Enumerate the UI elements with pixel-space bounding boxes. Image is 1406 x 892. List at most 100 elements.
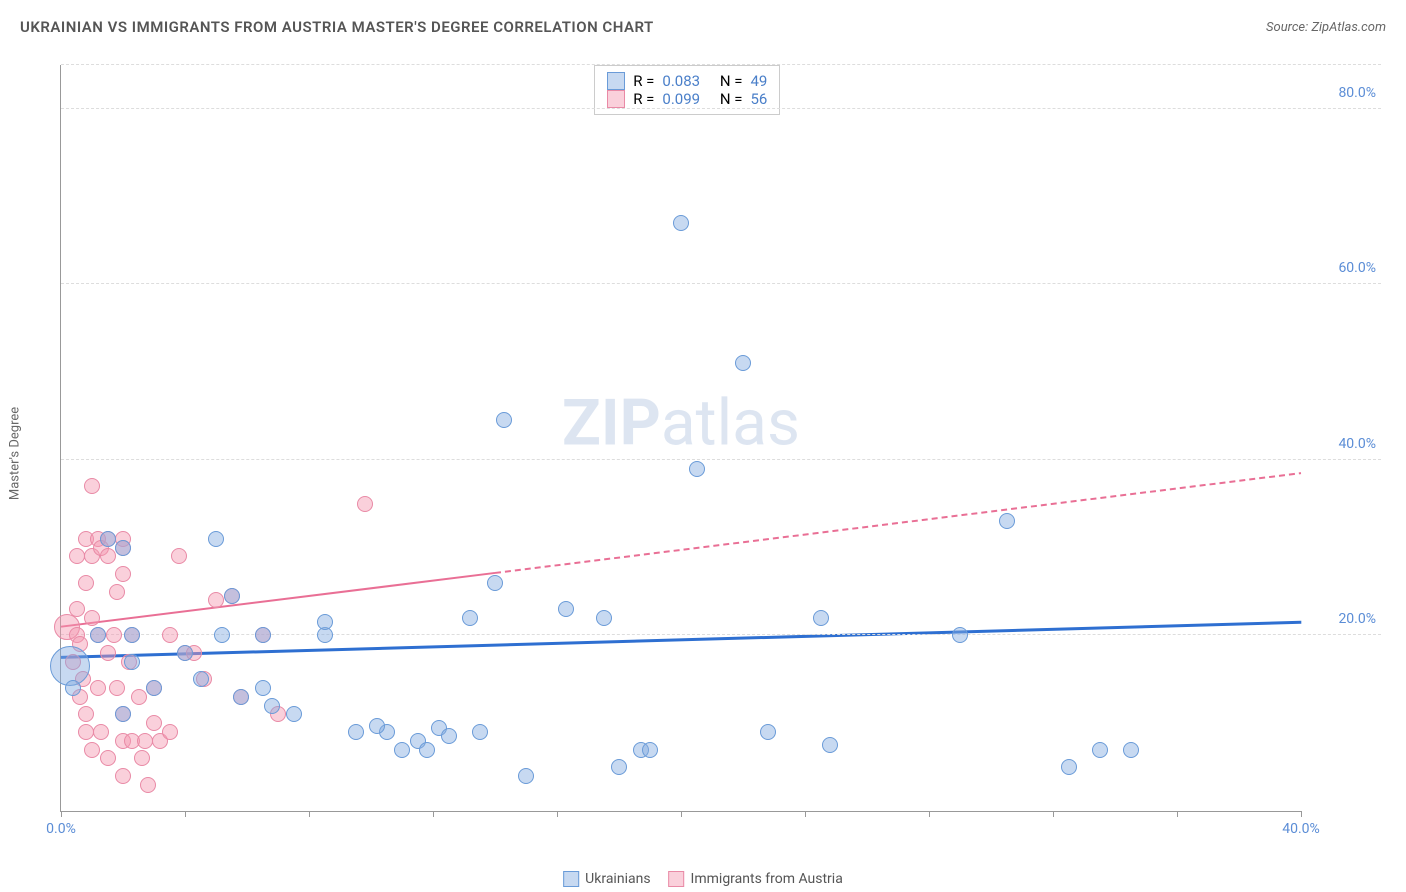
data-point bbox=[146, 715, 162, 731]
data-point bbox=[65, 680, 81, 696]
data-point bbox=[1123, 742, 1139, 758]
data-point bbox=[813, 610, 829, 626]
x-tick bbox=[805, 811, 806, 817]
data-point bbox=[999, 513, 1015, 529]
data-point bbox=[100, 531, 116, 547]
data-point bbox=[264, 698, 280, 714]
swatch-blue bbox=[607, 72, 625, 90]
chart-container: ZIPatlas R = 0.083 N = 49 R = 0.099 N = … bbox=[50, 55, 1381, 842]
gridline bbox=[61, 459, 1381, 460]
data-point bbox=[369, 718, 385, 734]
n-value-pink: 56 bbox=[750, 90, 767, 108]
data-point bbox=[140, 777, 156, 793]
data-point bbox=[642, 742, 658, 758]
chart-title: UKRAINIAN VS IMMIGRANTS FROM AUSTRIA MAS… bbox=[20, 18, 654, 36]
data-point bbox=[93, 724, 109, 740]
n-value-blue: 49 bbox=[750, 72, 767, 90]
x-tick bbox=[681, 811, 682, 817]
r-label-blue: R = bbox=[633, 72, 654, 90]
data-point bbox=[78, 706, 94, 722]
legend-swatch-blue bbox=[563, 871, 579, 887]
data-point bbox=[1061, 759, 1077, 775]
data-point bbox=[419, 742, 435, 758]
gridline bbox=[61, 283, 1381, 284]
data-point bbox=[472, 724, 488, 740]
x-tick-label: 40.0% bbox=[1282, 821, 1320, 837]
data-point bbox=[357, 496, 373, 512]
x-tick-label: 0.0% bbox=[46, 821, 76, 837]
data-point bbox=[146, 680, 162, 696]
legend-label-pink: Immigrants from Austria bbox=[691, 871, 843, 887]
data-point bbox=[441, 728, 457, 744]
data-point bbox=[193, 671, 209, 687]
r-value-blue: 0.083 bbox=[662, 72, 700, 90]
data-point bbox=[109, 680, 125, 696]
data-point bbox=[115, 706, 131, 722]
data-point bbox=[462, 610, 478, 626]
data-point bbox=[90, 680, 106, 696]
data-point bbox=[214, 627, 230, 643]
data-point bbox=[518, 768, 534, 784]
legend-label-blue: Ukrainians bbox=[585, 871, 650, 887]
x-tick bbox=[557, 811, 558, 817]
x-tick bbox=[929, 811, 930, 817]
data-point bbox=[90, 627, 106, 643]
data-point bbox=[100, 548, 116, 564]
data-point bbox=[496, 412, 512, 428]
data-point bbox=[760, 724, 776, 740]
data-point bbox=[124, 654, 140, 670]
data-point bbox=[611, 759, 627, 775]
r-value-pink: 0.099 bbox=[662, 90, 700, 108]
legend-item-blue: Ukrainians bbox=[563, 871, 650, 887]
data-point bbox=[255, 627, 271, 643]
swatch-pink bbox=[607, 90, 625, 108]
x-tick bbox=[61, 811, 62, 817]
data-point bbox=[286, 706, 302, 722]
gridline bbox=[61, 108, 1381, 109]
data-point bbox=[394, 742, 410, 758]
data-point bbox=[255, 680, 271, 696]
data-point bbox=[1092, 742, 1108, 758]
data-point bbox=[84, 742, 100, 758]
gridline bbox=[61, 64, 1381, 65]
x-tick bbox=[1053, 811, 1054, 817]
chart-source: Source: ZipAtlas.com bbox=[1266, 20, 1386, 35]
y-tick-label: 20.0% bbox=[1338, 611, 1376, 627]
data-point bbox=[109, 584, 125, 600]
y-axis-label: Master's Degree bbox=[8, 407, 23, 500]
data-point bbox=[115, 768, 131, 784]
data-point bbox=[171, 548, 187, 564]
data-point bbox=[69, 548, 85, 564]
data-point bbox=[348, 724, 364, 740]
data-point bbox=[208, 531, 224, 547]
data-point bbox=[134, 750, 150, 766]
data-point bbox=[131, 689, 147, 705]
watermark-light: atlas bbox=[661, 386, 800, 461]
x-tick bbox=[185, 811, 186, 817]
data-point bbox=[106, 627, 122, 643]
data-point bbox=[162, 627, 178, 643]
y-tick-label: 60.0% bbox=[1338, 260, 1376, 276]
data-point bbox=[78, 724, 94, 740]
data-point bbox=[487, 575, 503, 591]
y-tick-label: 80.0% bbox=[1338, 85, 1376, 101]
data-point bbox=[673, 215, 689, 231]
chart-header: UKRAINIAN VS IMMIGRANTS FROM AUSTRIA MAS… bbox=[20, 18, 1386, 36]
data-point bbox=[162, 724, 178, 740]
watermark: ZIPatlas bbox=[562, 386, 800, 461]
x-tick bbox=[1301, 811, 1302, 817]
data-point bbox=[100, 750, 116, 766]
n-label-blue: N = bbox=[720, 72, 743, 90]
data-point bbox=[78, 575, 94, 591]
data-point bbox=[84, 478, 100, 494]
bottom-legend: Ukrainians Immigrants from Austria bbox=[563, 871, 843, 887]
data-point bbox=[689, 461, 705, 477]
r-label-pink: R = bbox=[633, 90, 654, 108]
stats-row-blue: R = 0.083 N = 49 bbox=[607, 72, 767, 90]
x-tick bbox=[309, 811, 310, 817]
legend-item-pink: Immigrants from Austria bbox=[669, 871, 843, 887]
data-point bbox=[208, 592, 224, 608]
x-tick bbox=[433, 811, 434, 817]
data-point bbox=[137, 733, 153, 749]
source-prefix: Source: bbox=[1266, 20, 1311, 35]
